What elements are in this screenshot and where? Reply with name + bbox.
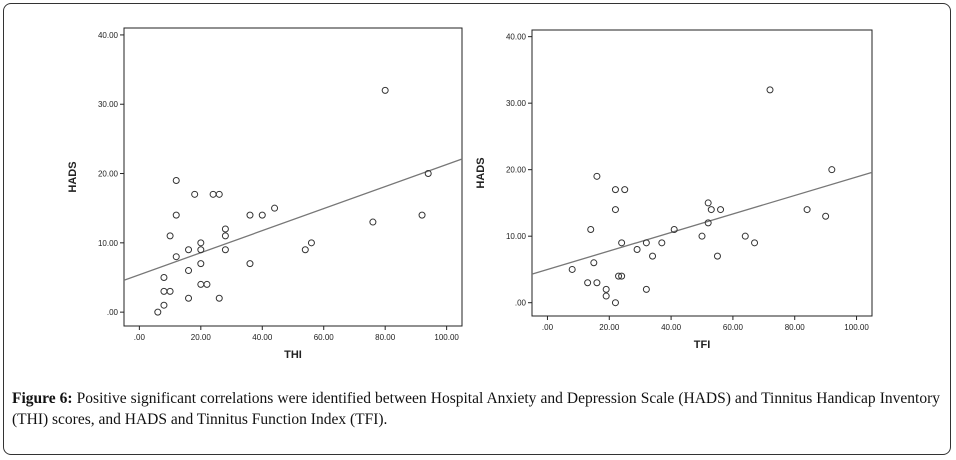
data-point (424, 170, 432, 178)
data-point (590, 259, 598, 267)
data-point (172, 211, 180, 219)
x-tick-label: 80.00 (375, 333, 396, 342)
y-axis-label: HADS (475, 157, 487, 188)
data-point (172, 253, 180, 261)
y-tick-label: .00 (515, 299, 527, 308)
x-axis-label: THI (284, 349, 302, 361)
x-tick-label: 60.00 (314, 333, 335, 342)
data-point (717, 206, 725, 214)
data-point (611, 206, 619, 214)
data-point (649, 252, 657, 260)
y-axis-label: HADS (67, 161, 79, 192)
data-point (203, 280, 211, 288)
data-point (658, 239, 666, 247)
data-point (307, 239, 315, 247)
data-point (172, 176, 180, 184)
data-point (381, 86, 389, 94)
data-point (166, 232, 174, 240)
data-point (741, 232, 749, 240)
x-tick-label: 80.00 (785, 323, 806, 332)
data-point (369, 218, 377, 226)
data-point (246, 211, 254, 219)
scatter-chart-thi: .00 10.00 20.00 30.00 40.00 .00 20.00 40.00 60.0… (67, 27, 463, 361)
x-tick-label: 40.00 (661, 323, 682, 332)
plot-area (531, 29, 873, 317)
x-tick-label: 100.00 (434, 333, 459, 342)
data-point (611, 186, 619, 194)
data-point (197, 239, 205, 247)
data-point (197, 246, 205, 254)
data-point (221, 225, 229, 233)
y-tick-label: 40.00 (98, 31, 119, 40)
data-point (822, 212, 830, 220)
data-point (154, 308, 162, 316)
x-tick-label: 20.00 (191, 333, 212, 342)
data-point (160, 273, 168, 281)
scatter-chart-tfi: .00 10.00 20.00 30.00 40.00 .00 20.00 40.00 60.0… (475, 29, 873, 351)
data-point (418, 211, 426, 219)
data-point (707, 206, 715, 214)
data-point (633, 245, 641, 253)
data-point (301, 246, 309, 254)
data-point (602, 292, 610, 300)
fit-line (531, 171, 873, 275)
data-point (602, 285, 610, 293)
fit-line (123, 158, 463, 281)
y-tick-label: 30.00 (506, 99, 527, 108)
data-point (642, 285, 650, 293)
data-point (670, 226, 678, 234)
data-point (593, 279, 601, 287)
y-tick-label: 30.00 (98, 100, 119, 109)
y-tick-label: .00 (107, 308, 119, 317)
data-point (803, 206, 811, 214)
data-point (271, 204, 279, 212)
data-point (593, 172, 601, 180)
y-tick-label: 10.00 (506, 232, 527, 241)
data-point (642, 239, 650, 247)
caption-text: Positive significant correlations were i… (12, 390, 940, 428)
data-point (246, 260, 254, 268)
data-point (166, 287, 174, 295)
x-tick-label: 60.00 (723, 323, 744, 332)
data-point (191, 190, 199, 198)
data-point (215, 294, 223, 302)
data-point (584, 279, 592, 287)
data-point (185, 267, 193, 275)
y-tick-label: 20.00 (98, 170, 119, 179)
data-point (185, 246, 193, 254)
plot-area (123, 27, 463, 327)
x-tick-label: 100.00 (844, 323, 869, 332)
figure-caption: Figure 6: Positive significant correlati… (12, 388, 940, 430)
y-tick-label: 40.00 (506, 33, 527, 42)
data-point (713, 252, 721, 260)
data-point (215, 190, 223, 198)
caption-label: Figure 6: (12, 390, 73, 407)
data-point (258, 211, 266, 219)
data-point (221, 232, 229, 240)
data-point (611, 299, 619, 307)
data-point (698, 232, 706, 240)
x-tick-label: .00 (134, 333, 146, 342)
data-point (828, 166, 836, 174)
data-point (615, 272, 623, 280)
data-point (704, 199, 712, 207)
data-point (704, 219, 712, 227)
x-tick-label: 40.00 (252, 333, 273, 342)
data-point (618, 272, 626, 280)
data-point (185, 294, 193, 302)
data-point (221, 246, 229, 254)
x-axis-label: TFI (694, 339, 711, 351)
data-point (618, 239, 626, 247)
y-tick-label: 10.00 (98, 239, 119, 248)
data-point (587, 226, 595, 234)
data-point (160, 301, 168, 309)
data-point (751, 239, 759, 247)
y-tick-label: 20.00 (506, 166, 527, 175)
data-point (621, 186, 629, 194)
x-tick-label: 20.00 (599, 323, 620, 332)
data-point (766, 86, 774, 94)
x-tick-label: .00 (542, 323, 554, 332)
data-point (568, 265, 576, 273)
data-point (197, 260, 205, 268)
